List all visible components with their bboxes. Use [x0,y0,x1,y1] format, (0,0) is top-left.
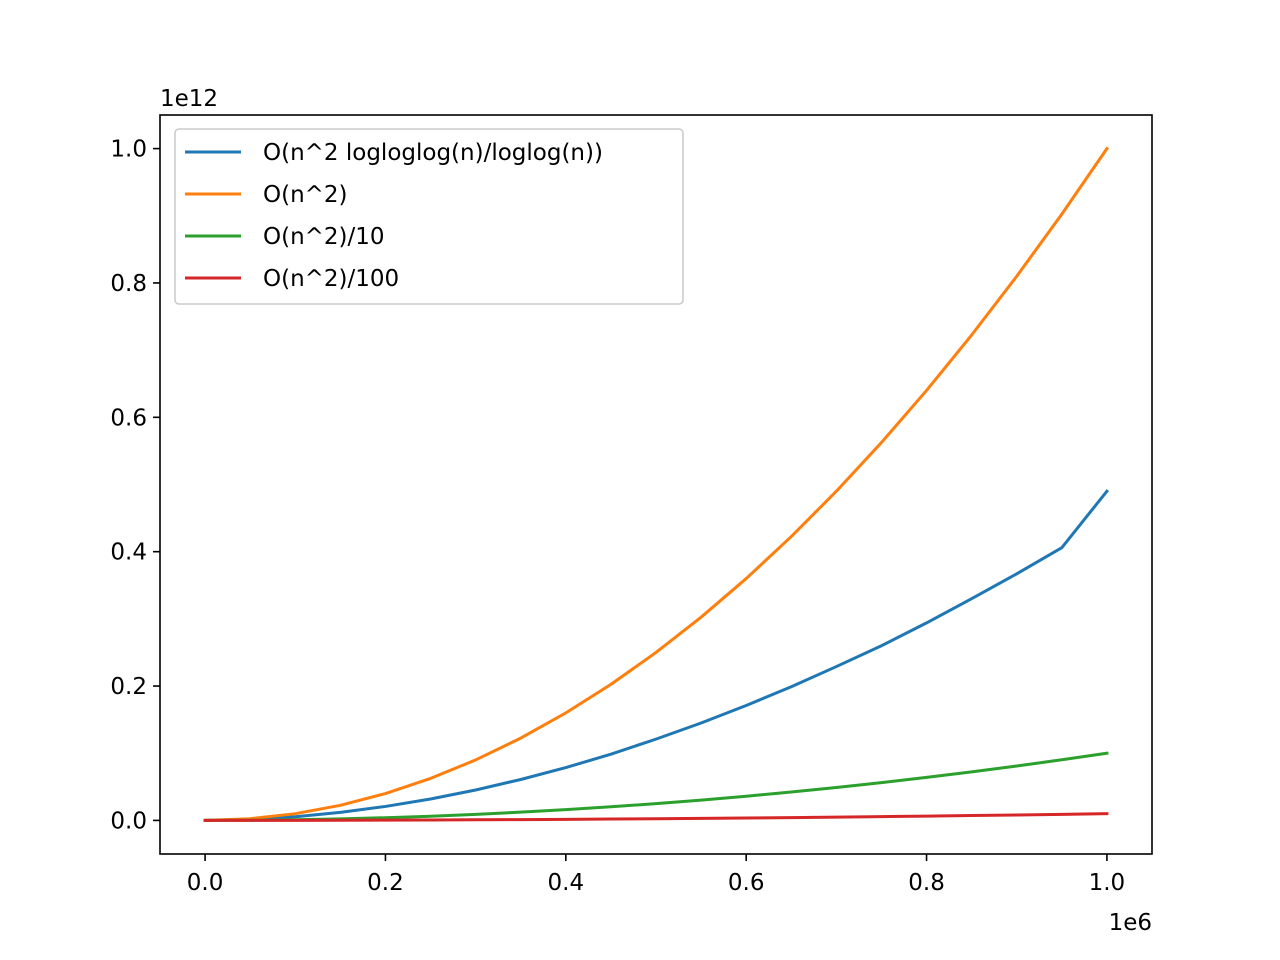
y-axis: 0.0 0.2 0.4 0.6 0.8 1.0 [110,137,160,834]
legend-label: O(n^2 logloglog(n)/loglog(n)) [263,140,603,166]
legend-box [174,128,684,305]
x-tick-label: 0.0 [187,870,224,896]
y-tick-label: 0.8 [110,271,147,297]
x-tick-label: 1.0 [1089,870,1126,896]
x-tick-label: 0.8 [908,870,945,896]
series-line-2 [203,146,1109,822]
series-line-4 [203,812,1109,822]
x-tick-label: 0.4 [548,870,585,896]
plot-frame [159,114,1153,855]
y-tick-label: 0.6 [110,405,147,431]
series-layer [203,146,1110,822]
legend-label: O(n^2)/10 [263,224,385,250]
series-line-1 [203,489,1110,822]
y-tick-label: 0.0 [110,808,147,834]
series-line-3 [203,751,1109,822]
y-axis-offset-label: 1e12 [160,86,218,112]
x-tick-label: 0.2 [367,870,404,896]
legend-label: O(n^2)/100 [263,266,399,292]
y-tick-label: 0.2 [110,674,147,700]
x-tick-label: 0.6 [728,870,765,896]
y-tick-label: 0.4 [110,540,147,566]
y-tick-label: 1.0 [110,137,147,163]
x-axis: 0.0 0.2 0.4 0.6 0.8 1.0 [187,854,1125,896]
legend-label: O(n^2) [263,182,348,208]
legend: O(n^2 logloglog(n)/loglog(n)) O(n^2) O(n^2… [174,128,684,305]
x-axis-offset-label: 1e6 [1109,910,1152,936]
